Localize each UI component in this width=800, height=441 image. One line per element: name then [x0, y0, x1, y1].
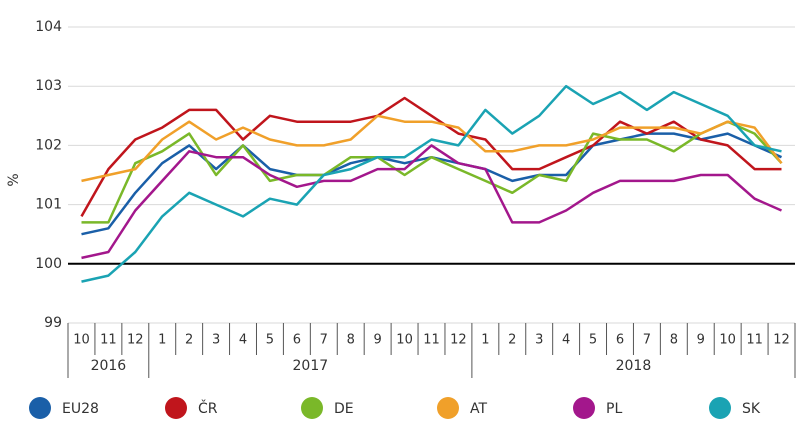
- x-tick-label: 11: [423, 333, 440, 348]
- x-tick-label: 6: [616, 333, 624, 348]
- x-tick-label: 8: [670, 333, 678, 348]
- x-tick-label: 1: [158, 333, 166, 348]
- legend-marker: [165, 397, 187, 419]
- x-tick-label: 12: [450, 333, 467, 348]
- series-line: [80, 96, 782, 218]
- y-tick-label: 101: [35, 197, 62, 213]
- y-tick-label: 103: [35, 78, 62, 94]
- legend-marker: [709, 397, 731, 419]
- x-tick-label: 10: [396, 333, 413, 348]
- x-group-label: 2018: [616, 358, 652, 374]
- series-line: [81, 144, 783, 260]
- x-tick-label: 7: [643, 333, 651, 348]
- legend-label: SK: [742, 401, 761, 417]
- x-tick-label: 8: [347, 333, 355, 348]
- x-tick-label: 2: [185, 333, 193, 348]
- x-tick-label: 1: [481, 333, 489, 348]
- x-tick-label: 9: [374, 333, 382, 348]
- x-group-label: 2016: [91, 358, 127, 374]
- x-tick-label: 6: [293, 333, 301, 348]
- legend-marker: [301, 397, 323, 419]
- legend-label: DE: [334, 401, 354, 417]
- y-tick-label: 99: [44, 315, 62, 331]
- legend-marker: [437, 397, 459, 419]
- legend-marker: [29, 397, 51, 419]
- series-line: [81, 114, 783, 183]
- x-tick-label: 9: [697, 333, 705, 348]
- y-tick-label: 102: [35, 137, 62, 153]
- x-tick-label: 5: [589, 333, 597, 348]
- y-tick-label: 100: [35, 256, 62, 272]
- x-tick-label: 3: [535, 333, 543, 348]
- series-line: [81, 84, 782, 283]
- x-tick-label: 12: [773, 333, 790, 348]
- x-tick-label: 12: [127, 333, 144, 348]
- y-tick-label: 104: [35, 19, 62, 35]
- series-line: [81, 120, 783, 224]
- x-tick-label: 4: [562, 333, 570, 348]
- x-tick-label: 7: [320, 333, 328, 348]
- x-tick-label: 4: [239, 333, 247, 348]
- x-group-label: 2017: [293, 358, 329, 374]
- y-axis-label: %: [6, 173, 22, 186]
- x-tick-label: 11: [746, 333, 763, 348]
- x-tick-label: 3: [212, 333, 220, 348]
- legend-label: PL: [606, 401, 622, 417]
- x-tick-label: 2: [508, 333, 516, 348]
- x-tick-label: 11: [100, 333, 117, 348]
- x-tick-label: 10: [73, 333, 90, 348]
- legend-marker: [573, 397, 595, 419]
- x-tick-label: 5: [266, 333, 274, 348]
- legend-label: AT: [470, 401, 487, 417]
- legend-label: EU28: [62, 401, 99, 417]
- legend-label: ČR: [198, 399, 218, 417]
- x-tick-label: 10: [719, 333, 736, 348]
